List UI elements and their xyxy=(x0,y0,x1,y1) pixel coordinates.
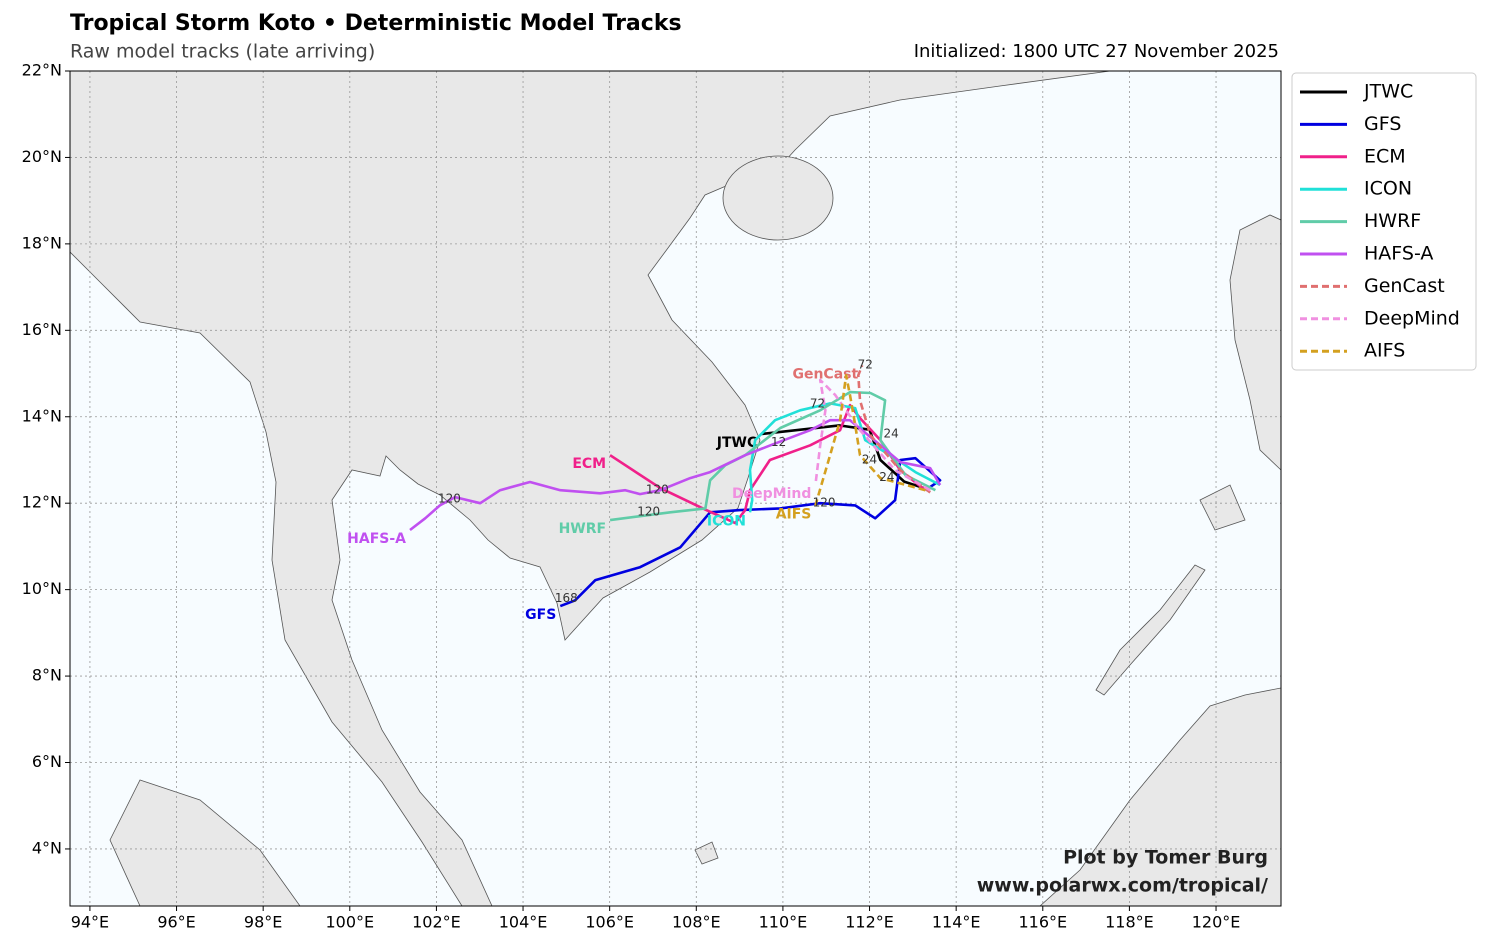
legend-label: HWRF xyxy=(1364,210,1421,232)
hour-label: 72 xyxy=(810,396,825,410)
hainan xyxy=(722,155,834,241)
track-label: ICON xyxy=(707,513,746,529)
credit: Plot by Tomer Burg xyxy=(1063,847,1268,869)
legend-label: GenCast xyxy=(1364,275,1445,297)
sumatra xyxy=(109,779,301,906)
luzon xyxy=(1229,214,1281,471)
track-label: GenCast xyxy=(792,366,858,382)
plot-frame xyxy=(69,70,1282,907)
legend-entries: JTWC GFS ECM ICON HWRF HAFS-A GenCast DeepMind A… xyxy=(1300,81,1460,362)
subtitle: Raw model tracks (late arriving) xyxy=(70,41,375,63)
hour-label: 168 xyxy=(555,591,578,605)
track-label: GFS xyxy=(525,607,556,623)
x-tick-label: 112°E xyxy=(845,913,894,932)
mainland xyxy=(70,71,1111,906)
y-tick-label: 14°N xyxy=(22,406,62,425)
x-tick-label: 118°E xyxy=(1105,913,1154,932)
y-tick-label: 8°N xyxy=(32,666,62,685)
x-tick-label: 120°E xyxy=(1192,913,1241,932)
y-tick-label: 18°N xyxy=(22,233,62,252)
hour-label: 12 xyxy=(771,435,786,449)
legend-label: JTWC xyxy=(1363,81,1413,103)
track xyxy=(857,364,931,494)
hour-label: 72 xyxy=(858,357,873,371)
tracks-layer: JTWC GFS ECM ICON HWRF HAFS-A GenCast DeepMind A… xyxy=(347,357,942,623)
track xyxy=(609,390,936,522)
legend-label: HAFS-A xyxy=(1364,243,1433,265)
hour-label: 120 xyxy=(637,504,660,518)
legend-label: DeepMind xyxy=(1364,307,1460,329)
track xyxy=(609,403,927,525)
track-label: DeepMind xyxy=(732,486,811,502)
natuna xyxy=(694,841,719,865)
palawan xyxy=(1095,564,1206,696)
borneo xyxy=(1039,687,1281,906)
track-label: ECM xyxy=(572,456,606,472)
mindoro xyxy=(1199,484,1246,531)
x-tick-label: 98°E xyxy=(244,913,282,932)
track-label: JTWC xyxy=(716,435,757,451)
x-tick-label: 110°E xyxy=(759,913,808,932)
y-tick-label: 4°N xyxy=(32,838,62,857)
legend-label: GFS xyxy=(1364,113,1401,135)
track xyxy=(814,374,926,506)
legend-label: ECM xyxy=(1364,145,1406,167)
init-time: Initialized: 1800 UTC 27 November 2025 xyxy=(914,41,1279,62)
y-tick-label: 6°N xyxy=(32,752,62,771)
grid-layer: 94°E 96°E 98°E 100°E 102°E 104°E 106°E 108°E 110… xyxy=(22,61,1281,932)
title: Tropical Storm Koto • Deterministic Mode… xyxy=(70,11,682,36)
y-tick-label: 22°N xyxy=(22,61,62,80)
x-tick-label: 108°E xyxy=(672,913,721,932)
track-label: HAFS-A xyxy=(347,531,406,547)
track xyxy=(814,378,931,492)
legend-label: ICON xyxy=(1364,178,1412,200)
land-layer xyxy=(70,71,1281,906)
x-tick-label: 94°E xyxy=(71,913,109,932)
hour-label: 120 xyxy=(646,483,669,497)
track-label: HWRF xyxy=(559,521,607,537)
x-tick-label: 96°E xyxy=(157,913,195,932)
hour-label: 24 xyxy=(884,427,899,441)
y-tick-label: 10°N xyxy=(22,579,62,598)
x-tick-label: 106°E xyxy=(585,913,634,932)
credit-url: www.polarwx.com/tropical/ xyxy=(977,875,1268,897)
x-tick-label: 100°E xyxy=(325,913,374,932)
legend xyxy=(1291,72,1477,371)
legend-label: AIFS xyxy=(1364,340,1405,362)
hour-label: 24 xyxy=(862,452,877,466)
x-tick-label: 104°E xyxy=(499,913,548,932)
y-tick-label: 12°N xyxy=(22,493,62,512)
hour-label: 120 xyxy=(813,496,836,510)
track xyxy=(559,456,942,608)
x-tick-label: 102°E xyxy=(412,913,461,932)
x-tick-label: 114°E xyxy=(932,913,981,932)
hour-label: 24 xyxy=(879,470,894,484)
y-tick-label: 16°N xyxy=(22,320,62,339)
track-label: AIFS xyxy=(776,506,812,522)
hour-label: 120 xyxy=(438,491,461,505)
y-tick-label: 20°N xyxy=(22,147,62,166)
x-tick-label: 116°E xyxy=(1018,913,1067,932)
